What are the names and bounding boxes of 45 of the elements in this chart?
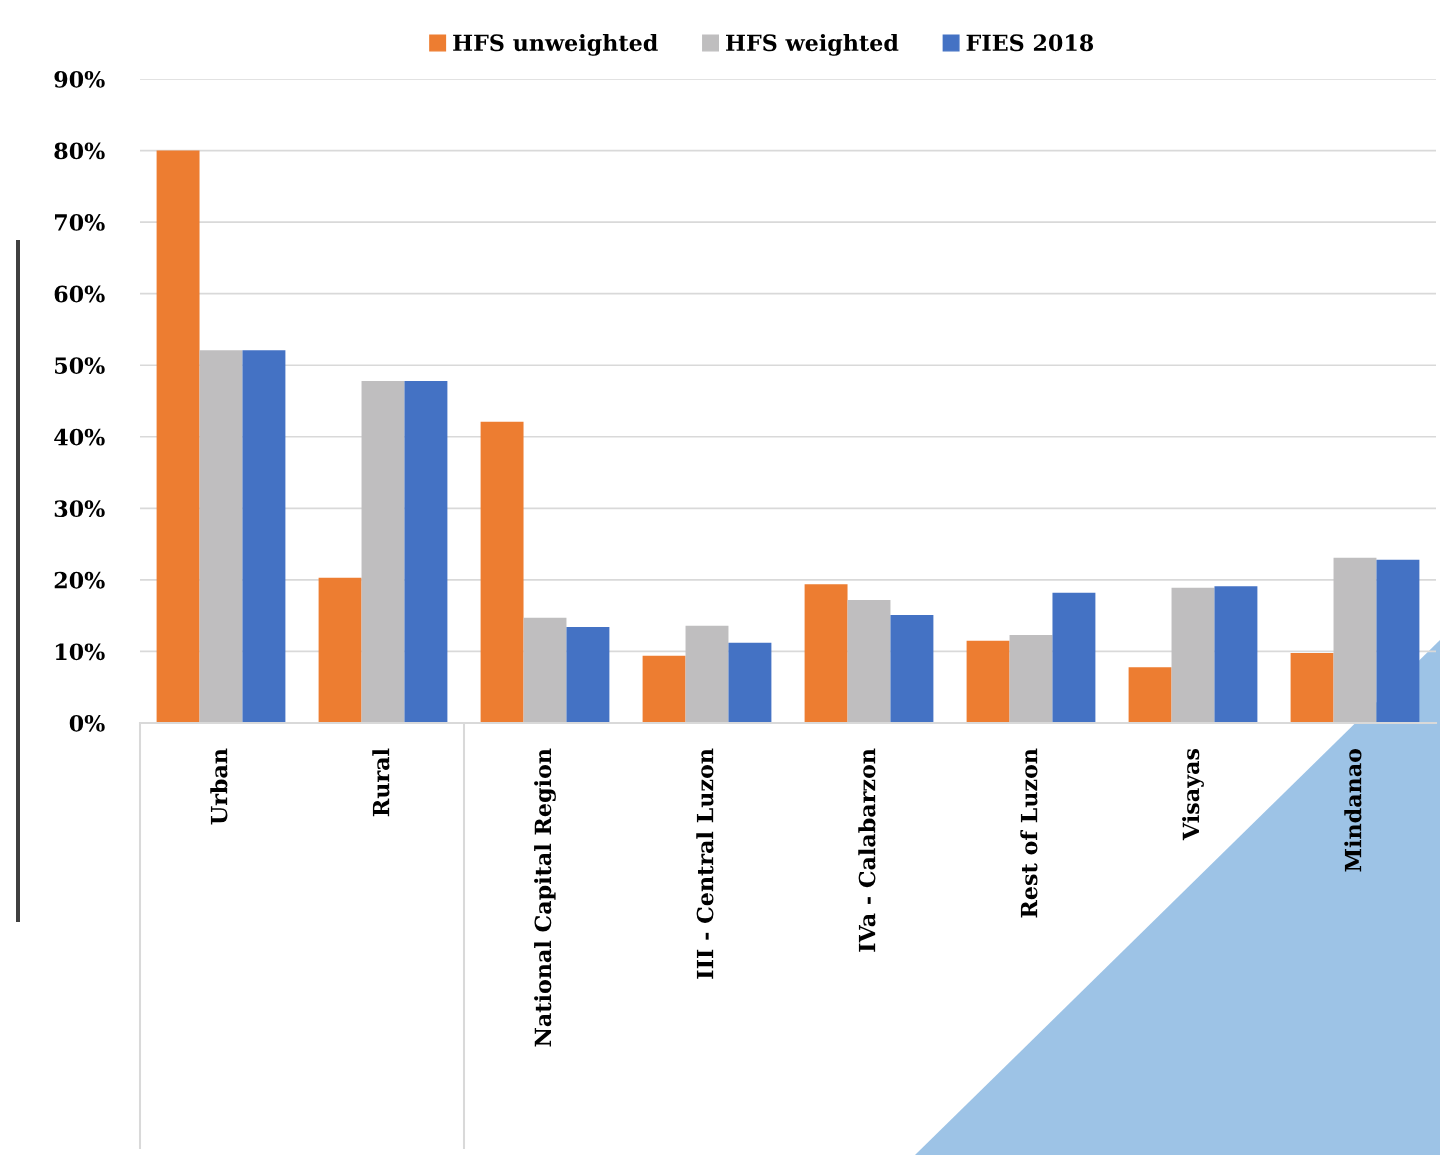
legend-label: HFS weighted [726,33,899,56]
y-tick-label: 0% [69,714,105,732]
x-tick-label: Visayas [1182,748,1204,841]
legend-label: FIES 2018 [966,34,1094,52]
x-tick-label: Urban [210,748,228,825]
bar [1376,559,1420,723]
x-tick-label: National Capital Region [534,748,556,1047]
y-tick-label: 90% [54,70,105,88]
bar [523,617,567,723]
bar [966,640,1010,723]
bar [685,625,729,723]
bar [728,642,772,723]
bar [642,655,686,723]
x-tick-label: Rest of Luzon [1020,748,1038,918]
x-tick-label: IVa - Calabarzon [858,748,876,952]
y-tick-label: 70% [55,214,105,231]
bar [1290,652,1334,723]
x-tick-label: Rural [372,748,390,817]
bar [804,584,848,723]
y-tick-label: 80% [54,142,105,160]
bar [1052,592,1096,723]
x-tick-label: Mindanao [1344,748,1362,872]
y-tick-label: 20% [54,571,105,589]
y-tick-label: 30% [54,500,105,518]
bar [199,350,243,723]
bar [318,577,362,723]
bar [1009,634,1053,723]
bar [480,421,524,723]
y-tick-label: 50% [55,357,105,374]
y-tick-label: 60% [54,285,105,303]
y-tick-label: 40% [54,428,105,446]
bar [1214,586,1258,723]
bar [890,614,934,723]
bar [404,380,448,723]
legend-label: HFS unweighted [453,33,658,56]
y-tick-label: 10% [55,643,105,661]
bar [156,150,200,723]
bar [1128,667,1172,723]
bar [1333,557,1377,723]
x-tick-label: III - Central Luzon [696,748,714,979]
bar [361,380,405,723]
bar [1171,587,1215,723]
bar [566,627,610,723]
bar [242,350,286,723]
bar [847,599,891,723]
